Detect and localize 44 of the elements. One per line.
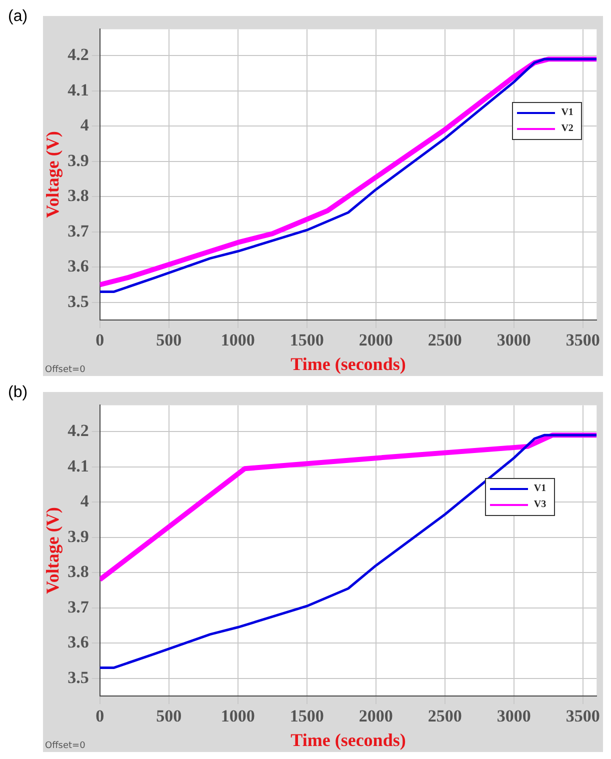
x-tick-label: 0 [96,330,104,350]
y-tick-label: 4.2 [68,45,89,64]
y-tick-label: 3.5 [68,668,89,687]
y-tick-label: 3.6 [68,256,89,276]
y-tick-label: 4.1 [68,456,89,476]
y-tick-label: 3.6 [68,632,89,652]
y-tick-label: 4 [80,492,90,511]
x-tick-label: 3500 [566,706,600,726]
x-tick-label: 3000 [496,330,531,350]
x-tick-label: 1000 [220,330,255,350]
text: Offset=0 [45,364,86,375]
y-tick-label: 3.8 [68,186,89,206]
x-tick-label: 500 [156,330,182,350]
y-tick-label: 4.1 [68,80,89,100]
x-tick-label: 1500 [290,706,324,726]
x-tick-label: 2500 [428,330,462,350]
x-tick-label: 3000 [496,706,531,726]
y-tick-label: 3.5 [68,292,89,311]
x-tick-label: 1000 [220,706,255,726]
y-tick-label: 3.9 [68,526,89,546]
x-tick-label: 500 [156,706,182,726]
y-tick-label: 3.8 [68,562,89,582]
y-tick-label: 4.2 [68,421,89,440]
x-tick-label: 0 [96,706,104,726]
x-tick-label: 2000 [358,330,393,350]
x-tick-label: 1500 [290,330,324,350]
legend-label: V3 [534,499,546,510]
text: Offset=0 [45,740,86,751]
y-tick-label: 3.7 [68,221,90,240]
y-tick-label: 4 [80,116,90,135]
y-axis-title: Voltage (V) [42,131,62,218]
x-tick-label: 2000 [358,706,393,726]
y-tick-label: 3.7 [68,597,90,616]
x-tick-label: 3500 [566,330,600,350]
chart-title: (b) [8,384,28,402]
x-tick-label: 2500 [428,706,462,726]
chart-title: (a) [8,8,28,26]
legend-label: V2 [561,123,574,134]
x-axis-title: Time (seconds) [290,354,406,374]
y-tick-label: 3.9 [68,150,89,170]
legend-label: V1 [534,483,546,494]
y-axis-title: Voltage (V) [42,507,62,594]
legend-label: V1 [561,107,574,118]
x-axis-title: Time (seconds) [290,730,406,750]
